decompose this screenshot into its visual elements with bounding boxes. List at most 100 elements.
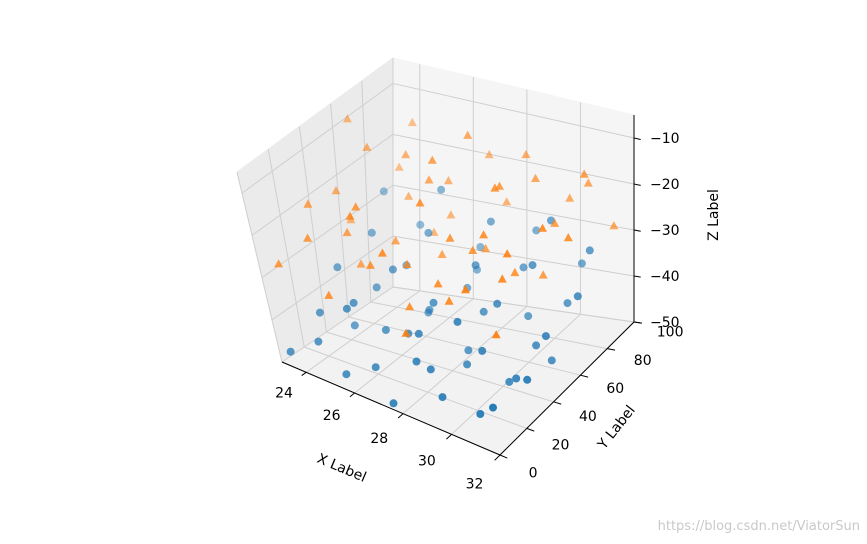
triangle-point [579, 169, 589, 178]
tick-labels: 24 26 28 30 32 0 20 40 60 80 100 −10 −20 −30 −40 −50 [275, 131, 683, 492]
triangle-point [405, 302, 415, 311]
triangle-point [463, 130, 473, 139]
x-tick-label: 30 [418, 454, 436, 470]
triangle-point [351, 202, 361, 211]
back-pane [392, 57, 635, 323]
y-tick-label: 0 [529, 465, 538, 481]
triangle-point [479, 230, 489, 239]
circle-point [547, 356, 556, 365]
triangle-point [446, 210, 456, 219]
triangle-point [303, 233, 313, 242]
data-points [274, 114, 619, 418]
y-tick-label: 40 [579, 409, 597, 425]
circle-point [524, 312, 533, 321]
circle-point [479, 307, 488, 316]
grid-line-z-back [392, 82, 635, 139]
circle-point [532, 341, 541, 350]
triangle-point [362, 142, 372, 151]
triangle-point [445, 233, 455, 242]
triangle-point [356, 259, 366, 268]
y-tick-label: 20 [552, 437, 570, 453]
circle-point [342, 304, 351, 313]
y-tick-mark [607, 348, 616, 351]
circle-point [489, 403, 497, 412]
triangle-point [443, 176, 453, 185]
x-tick-mark [397, 413, 404, 419]
triangle-point [468, 245, 478, 254]
triangle-point [550, 218, 560, 227]
circle-point [426, 365, 435, 374]
z-tick-mark [633, 229, 641, 232]
grid-line-y-left [236, 171, 283, 363]
x-tick-mark [494, 454, 501, 461]
circle-point [333, 263, 342, 272]
x-tick-label: 32 [466, 476, 484, 492]
triangle-point [391, 236, 401, 245]
z-tick-label: −40 [650, 269, 680, 285]
grid-line-x-floor [305, 290, 421, 373]
circle-point [388, 265, 397, 274]
triangle-point [401, 328, 411, 337]
triangle-point [407, 117, 417, 127]
x-tick-label: 26 [323, 408, 341, 424]
circle-point [429, 298, 438, 307]
grid-line-y-floor [326, 331, 554, 403]
triangle-point [461, 284, 470, 294]
triangle-point [565, 193, 575, 202]
grid-line-y-left [330, 103, 350, 318]
y-tick-mark [580, 374, 589, 378]
y-tick-label: 100 [657, 325, 684, 341]
circle-point [381, 326, 390, 334]
circle-point [476, 410, 485, 418]
circle-point [577, 259, 586, 268]
circle-point [463, 360, 472, 369]
y-axis-line [499, 321, 635, 456]
triangle-point [424, 175, 434, 184]
grid-line-z-left [281, 286, 394, 363]
z-tick-mark [633, 137, 641, 141]
x-axis-line [281, 361, 501, 456]
triangle-point [377, 248, 387, 257]
circle-point [372, 283, 381, 292]
circle-point [585, 246, 594, 255]
circle-point [412, 357, 421, 366]
circle-point [519, 263, 528, 272]
circle-point [486, 217, 495, 226]
triangle-point [510, 267, 520, 277]
circle-point [367, 228, 376, 237]
triangle-point [563, 233, 573, 242]
grid-line-z-left [271, 235, 394, 321]
circle-point [349, 298, 358, 307]
circle-point [523, 375, 532, 384]
circle-point [414, 329, 423, 338]
grid-line-x-floor [354, 298, 474, 394]
triangle-point [427, 155, 437, 164]
triangle-point [491, 330, 501, 339]
grid-line-z-back [392, 133, 635, 185]
triangle-point [531, 173, 540, 182]
circle-point [342, 370, 351, 379]
circle-point [286, 347, 295, 356]
circle-point [425, 305, 434, 314]
circle-point [315, 308, 324, 317]
triangle-point [342, 227, 352, 237]
circle-point [478, 346, 487, 355]
circle-point [371, 363, 380, 372]
y-tick-mark [499, 454, 508, 459]
x-tick-label: 24 [275, 385, 293, 401]
triangle-point [303, 199, 313, 208]
circle-point [512, 374, 521, 383]
y-tick-mark [526, 427, 535, 432]
triangle-point [404, 191, 414, 200]
circle-point [471, 261, 480, 270]
triangle-point [437, 249, 447, 258]
circle-point [424, 228, 433, 237]
circle-point [437, 185, 446, 194]
circle-point [528, 261, 537, 270]
triangle-point [444, 296, 454, 305]
triangle-point [502, 197, 512, 206]
grid-line-x-floor [451, 313, 581, 435]
y-axis-title: Y Label [594, 403, 638, 454]
circle-point [464, 346, 473, 355]
